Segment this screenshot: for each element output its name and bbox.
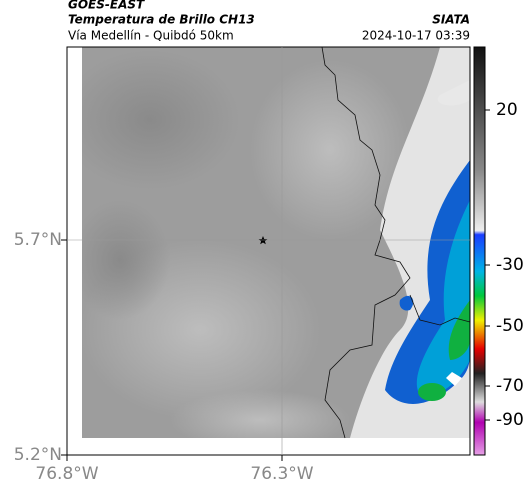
colorbar-tick-label: -50 [496,316,524,336]
colorbar-tick-label: -30 [496,255,524,275]
imagery [82,47,470,438]
lon-tick-label: 76.8°W [35,464,98,484]
colorbar-tick-label: -90 [496,410,524,430]
satellite: GOES-EAST [68,0,145,12]
colorbar [473,46,486,456]
source: SIATA [432,13,470,27]
lat-tick-label: 5.2°N [14,445,62,465]
product: Temperatura de Brillo CH13 [68,13,255,27]
region: Vía Medellín - Quibdó 50km [68,29,234,43]
datetime: 2024-10-17 03:39 [362,29,470,43]
lon-tick-label: 76.3°W [250,464,313,484]
colorbar-tick-label: -70 [496,376,524,396]
map-frame [66,46,471,456]
border-line [321,46,411,439]
border-line [409,294,471,326]
lat-tick-label: 5.7°N [14,230,62,250]
colorbar-tick-label: 20 [496,100,518,120]
